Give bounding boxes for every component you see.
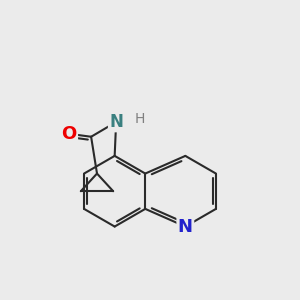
Text: N: N [178,218,193,236]
Text: N: N [109,113,123,131]
Text: O: O [61,125,77,143]
Text: H: H [134,112,145,126]
